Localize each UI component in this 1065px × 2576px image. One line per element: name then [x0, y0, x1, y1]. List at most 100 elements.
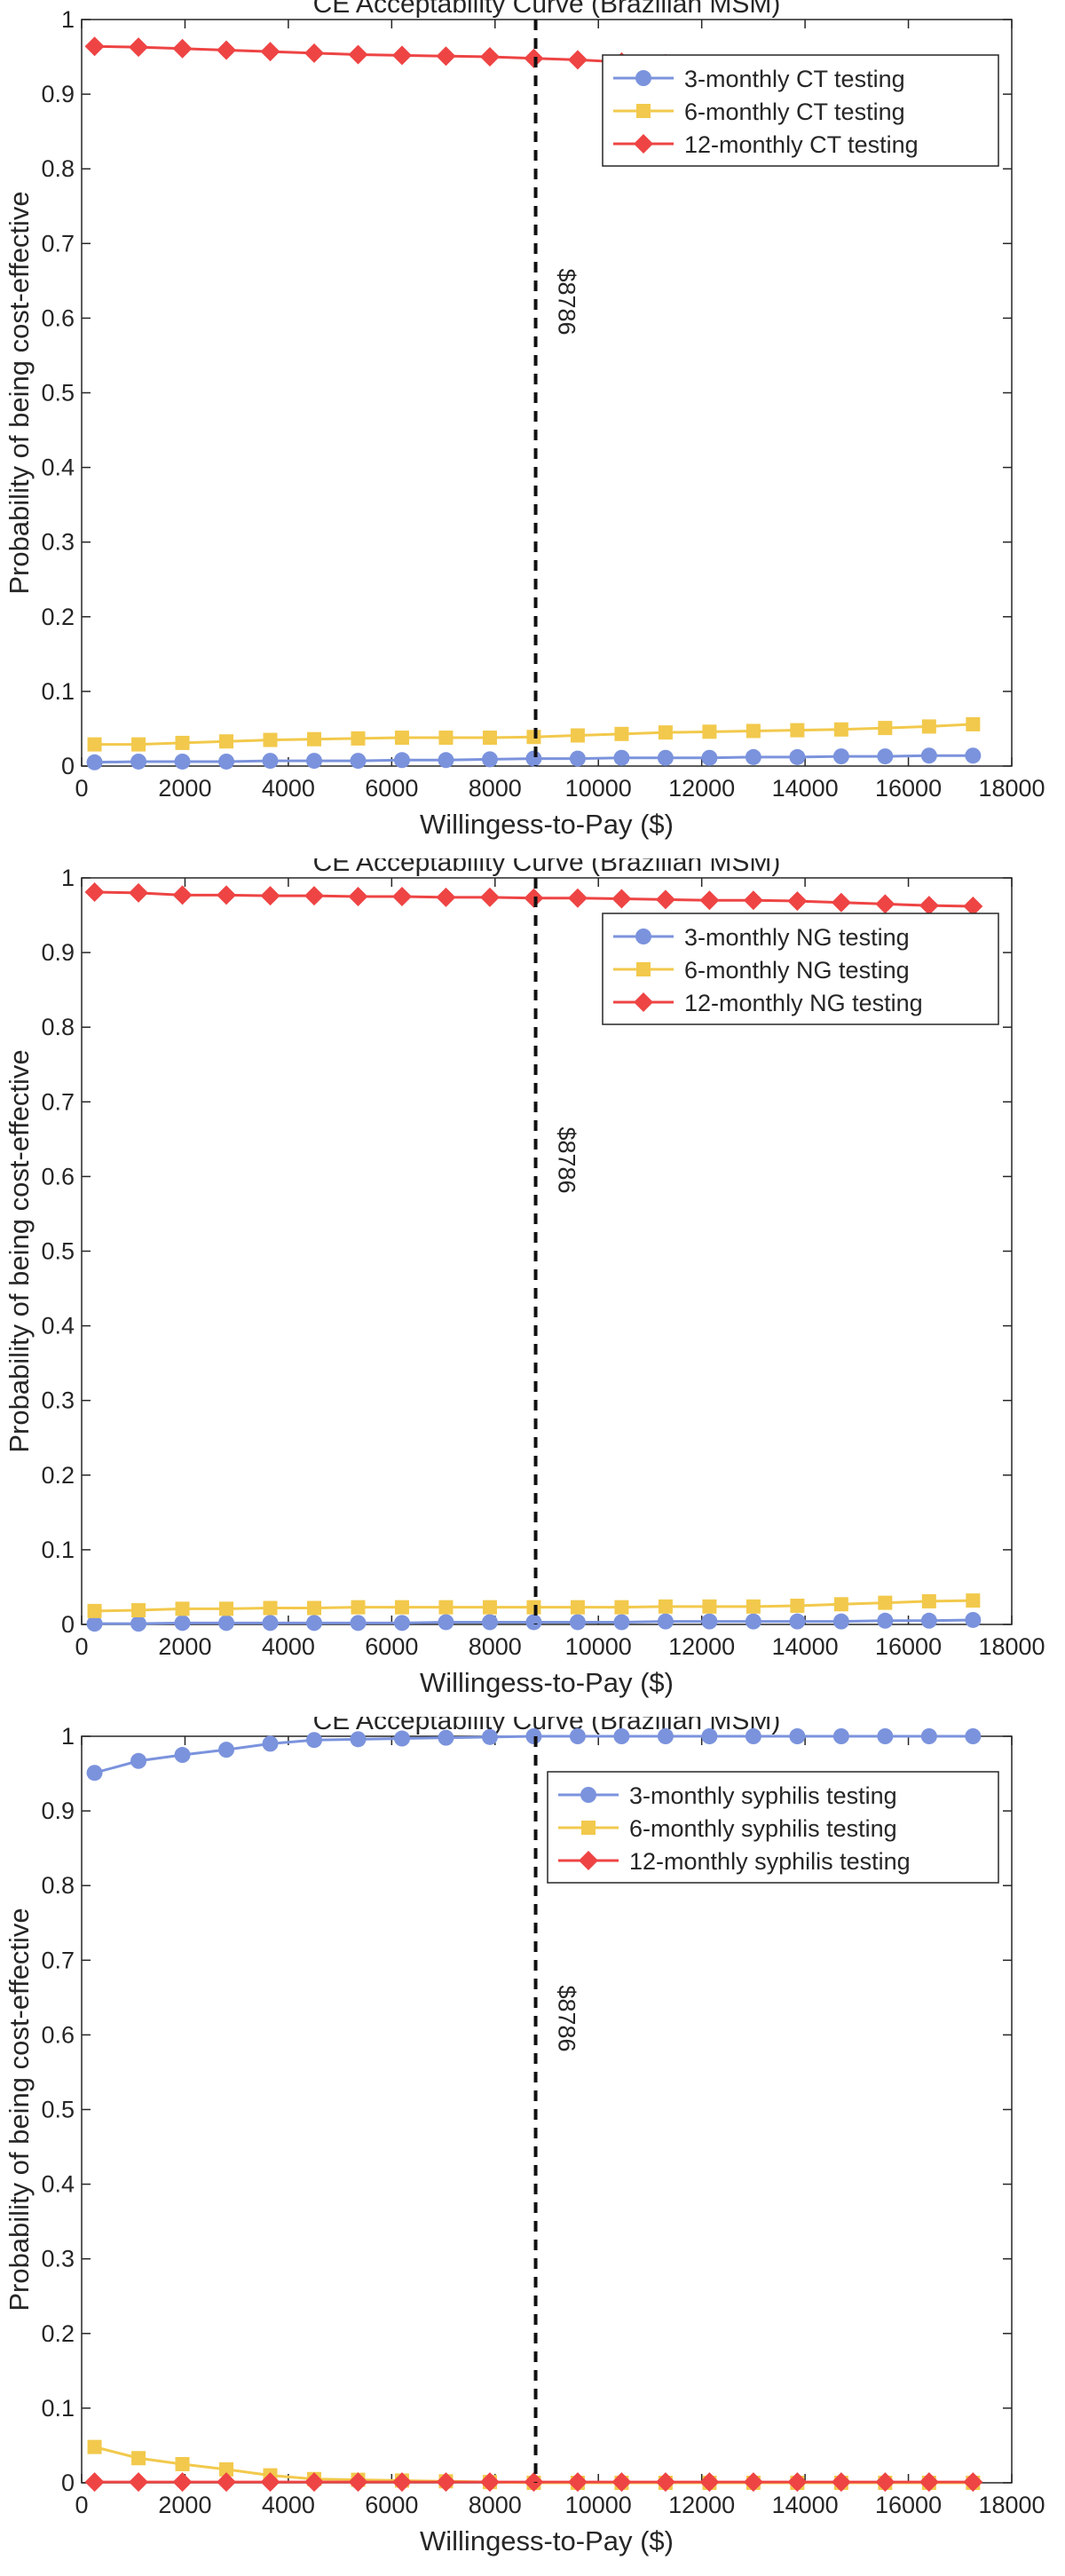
data-point — [481, 1614, 498, 1631]
data-point — [524, 48, 544, 68]
x-tick-label: 12000 — [668, 1633, 735, 1660]
data-point — [479, 887, 500, 907]
y-tick-label: 0.6 — [41, 2021, 75, 2048]
y-tick-label: 0.5 — [41, 2097, 75, 2123]
data-point — [481, 1728, 498, 1745]
data-point — [175, 735, 190, 750]
data-point — [481, 751, 498, 768]
data-point — [350, 1615, 367, 1632]
data-point — [524, 888, 544, 908]
data-point — [172, 2472, 193, 2493]
x-tick-label: 4000 — [262, 2492, 315, 2518]
threshold-label: $8786 — [554, 268, 580, 335]
data-point — [304, 886, 324, 906]
x-tick-label: 18000 — [978, 775, 1045, 802]
data-point — [877, 748, 894, 765]
y-tick-label: 0.8 — [41, 1872, 75, 1899]
x-tick-label: 16000 — [875, 1633, 942, 1660]
data-point — [217, 40, 237, 60]
legend-item: 12-monthly NG testing — [613, 990, 923, 1016]
data-point — [526, 1600, 541, 1615]
data-point — [391, 2472, 412, 2493]
legend-item: 6-monthly syphilis testing — [558, 1815, 897, 1842]
data-point — [394, 1600, 409, 1615]
x-tick-label: 18000 — [978, 1633, 1045, 1660]
chart-title: CE Acceptability Curve (Brazilian MSM) — [313, 858, 781, 877]
data-point — [699, 890, 720, 911]
x-tick-label: 12000 — [668, 775, 735, 802]
y-tick-label: 0.2 — [41, 604, 75, 630]
data-point — [699, 2472, 720, 2493]
data-point — [569, 1728, 586, 1744]
legend-item: 6-monthly NG testing — [613, 957, 910, 984]
data-point — [436, 2472, 456, 2493]
data-point — [921, 1593, 936, 1608]
data-point — [919, 896, 939, 916]
y-tick-label: 0.9 — [41, 81, 75, 107]
data-point — [351, 731, 366, 746]
data-point — [393, 752, 410, 769]
legend: 3-monthly NG testing 6-monthly NG testing… — [602, 913, 999, 1025]
data-point — [790, 723, 805, 738]
legend-item: 12-monthly CT testing — [613, 131, 919, 158]
data-point — [351, 1600, 366, 1615]
data-point — [920, 747, 937, 764]
data-point — [260, 886, 280, 906]
data-point — [260, 2472, 280, 2493]
y-tick-label: 0.5 — [41, 380, 75, 407]
data-point — [833, 722, 848, 737]
data-point — [525, 1728, 542, 1744]
x-tick-label: 2000 — [158, 1633, 211, 1660]
data-point — [920, 1612, 937, 1629]
data-point — [965, 1728, 982, 1744]
legend-marker — [634, 992, 653, 1012]
data-point — [613, 749, 630, 766]
data-point — [263, 1600, 278, 1616]
legend-label: 3-monthly NG testing — [684, 924, 910, 951]
x-tick-label: 6000 — [365, 775, 418, 802]
legend-label: 12-monthly syphilis testing — [629, 1848, 911, 1875]
y-tick-label: 0.3 — [41, 1387, 75, 1414]
x-tick-label: 16000 — [875, 2492, 942, 2518]
data-point — [436, 46, 456, 67]
legend-label: 6-monthly syphilis testing — [629, 1815, 897, 1842]
y-tick-label: 0.1 — [41, 2395, 75, 2422]
y-tick-label: 0.1 — [41, 1537, 75, 1563]
y-tick-label: 0.1 — [41, 678, 75, 705]
data-point — [920, 1728, 937, 1744]
data-point — [306, 1732, 322, 1749]
data-point — [218, 1742, 235, 1758]
y-tick-label: 0.4 — [41, 454, 75, 481]
legend-marker — [635, 928, 651, 944]
x-axis-label: Willingess-to-Pay ($) — [420, 809, 674, 840]
data-point — [175, 2456, 190, 2471]
data-point — [479, 2472, 500, 2493]
y-tick-label: 0.6 — [41, 304, 75, 331]
data-point — [919, 2472, 939, 2493]
data-point — [743, 2472, 763, 2493]
data-point — [789, 748, 806, 765]
data-point — [878, 1595, 893, 1610]
legend-label: 12-monthly CT testing — [684, 131, 919, 158]
data-point — [832, 1613, 849, 1630]
data-point — [832, 1728, 849, 1744]
data-point — [131, 1603, 146, 1618]
series-3 — [84, 2472, 983, 2493]
data-point — [965, 1611, 982, 1628]
data-point — [611, 889, 632, 909]
data-point — [963, 896, 983, 916]
data-point — [658, 725, 673, 740]
data-point — [963, 2472, 983, 2493]
data-point — [393, 1615, 410, 1632]
data-point — [877, 1728, 894, 1744]
data-point — [436, 887, 456, 907]
x-tick-label: 14000 — [772, 2492, 839, 2518]
data-point — [657, 749, 674, 766]
data-point — [438, 731, 454, 746]
data-point — [525, 1614, 542, 1631]
y-tick-label: 0.8 — [41, 155, 75, 182]
x-tick-label: 10000 — [565, 1633, 632, 1660]
data-point — [613, 1728, 630, 1744]
legend-item: 6-monthly CT testing — [613, 99, 905, 125]
data-point — [613, 1614, 630, 1631]
